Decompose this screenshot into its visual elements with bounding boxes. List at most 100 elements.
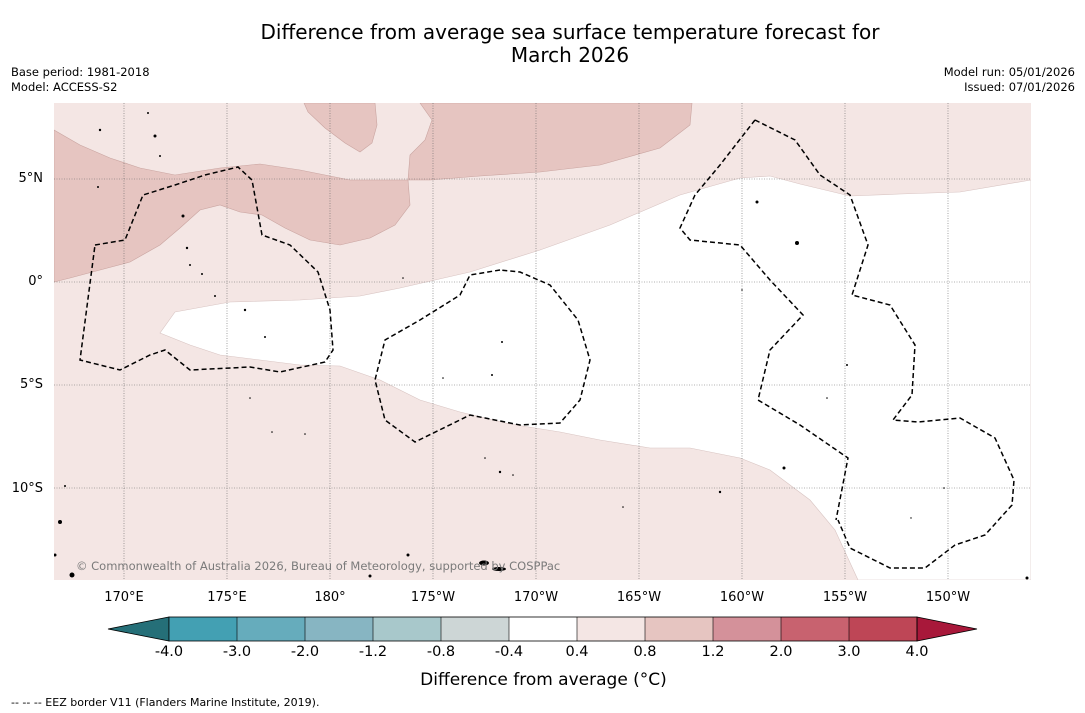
colorbar-tick: 3.0 <box>837 644 861 660</box>
colorbar-tick: -1.2 <box>358 644 388 660</box>
colorbar-tick: -3.0 <box>222 644 252 660</box>
lon-label-175e: 175°E <box>207 590 247 605</box>
lat-label-5n: 5°N <box>18 171 44 186</box>
meta-right: Model run: 05/01/2026 Issued: 07/01/2026 <box>944 65 1075 95</box>
island <box>97 186 99 188</box>
title-line-2: March 2026 <box>510 43 630 67</box>
island <box>185 246 189 250</box>
colorbar-frame <box>168 616 918 642</box>
colorbar-extend-low <box>107 616 170 642</box>
island <box>491 374 493 376</box>
island <box>498 470 502 474</box>
island <box>406 553 410 557</box>
model-run: Model run: 05/01/2026 <box>943 65 1075 79</box>
colorbar-segment <box>781 617 849 641</box>
colorbar-tick: 4.0 <box>905 644 929 660</box>
colorbar-segment <box>373 617 441 641</box>
island <box>622 506 624 508</box>
island <box>54 553 57 557</box>
island <box>368 574 372 578</box>
island <box>492 567 506 571</box>
island <box>484 457 486 459</box>
map-title: Difference from average sea surface temp… <box>0 21 1085 67</box>
copyright-notice: © Commonwealth of Australia 2026, Bureau… <box>76 559 561 573</box>
island <box>718 490 722 494</box>
lat-label-0: 0° <box>28 274 43 289</box>
island <box>159 155 161 157</box>
lon-label-170e: 170°E <box>104 590 144 605</box>
anomaly-field-moderate-west <box>54 103 693 283</box>
colorbar-tick: 1.2 <box>701 644 725 660</box>
island <box>1025 576 1029 580</box>
island <box>304 433 306 435</box>
colorbar-tick: -0.8 <box>426 644 456 660</box>
island <box>826 397 828 399</box>
colorbar-label: Difference from average (°C) <box>420 670 667 690</box>
lon-label-175w: 175°W <box>410 590 456 605</box>
islands <box>54 112 1029 580</box>
colorbar-segment <box>509 617 577 641</box>
colorbar-segment <box>713 617 781 641</box>
island <box>782 466 786 470</box>
colorbar-tick: 0.4 <box>565 644 589 660</box>
anomaly-field-moderate-north <box>303 103 378 153</box>
island <box>58 520 62 524</box>
island <box>153 134 157 138</box>
lat-label-10s: 10°S <box>11 481 43 496</box>
lon-label-170w: 170°W <box>513 590 559 605</box>
colorbar-segment <box>849 617 917 641</box>
island <box>442 377 444 379</box>
colorbar-segment <box>237 617 305 641</box>
colorbar-segment <box>305 617 373 641</box>
colorbar-tick: -2.0 <box>290 644 320 660</box>
eez-footnote: -- -- -- EEZ border V11 (Flanders Marine… <box>11 696 320 709</box>
island <box>201 273 203 275</box>
lon-label-155w: 155°W <box>822 590 868 605</box>
colorbar-extend-high <box>916 616 978 642</box>
island <box>264 336 266 338</box>
colorbar-segment <box>577 617 645 641</box>
colorbar-tick: 0.8 <box>633 644 657 660</box>
island <box>69 572 75 578</box>
island <box>64 485 66 487</box>
island <box>189 264 191 266</box>
lon-label-160w: 160°W <box>719 590 765 605</box>
eez-border-central <box>374 269 591 443</box>
colorbar-tick: -4.0 <box>154 644 184 660</box>
model-name: Model: ACCESS-S2 <box>11 80 118 94</box>
colorbar-segment <box>441 617 509 641</box>
colorbar-segment <box>169 617 237 641</box>
island <box>795 241 799 245</box>
base-period: Base period: 1981-2018 <box>11 65 150 79</box>
island <box>214 295 216 297</box>
colorbar-tick: 2.0 <box>769 644 793 660</box>
island <box>755 200 759 204</box>
eez-border-east-loop <box>754 119 1015 569</box>
island <box>501 341 503 343</box>
island <box>512 474 514 476</box>
island <box>479 560 489 566</box>
lon-label-150w: 150°W <box>925 590 971 605</box>
island <box>243 308 247 312</box>
lon-label-165w: 165°W <box>616 590 662 605</box>
issued-date: Issued: 07/01/2026 <box>964 80 1075 94</box>
island <box>271 431 273 433</box>
colorbar-segment <box>645 617 713 641</box>
island <box>910 517 912 519</box>
island <box>402 277 404 279</box>
meta-left: Base period: 1981-2018 Model: ACCESS-S2 <box>11 65 150 95</box>
island <box>249 397 251 399</box>
colorbar-tick: -0.4 <box>494 644 524 660</box>
island <box>147 112 149 114</box>
island <box>943 487 945 489</box>
island <box>846 364 848 366</box>
anomaly-field-neutral <box>159 175 1031 580</box>
island <box>98 128 102 132</box>
lon-label-180: 180° <box>314 590 346 605</box>
island <box>181 214 185 218</box>
lat-label-5s: 5°S <box>19 377 43 392</box>
title-line-1: Difference from average sea surface temp… <box>260 20 880 44</box>
eez-border-west <box>79 166 334 373</box>
